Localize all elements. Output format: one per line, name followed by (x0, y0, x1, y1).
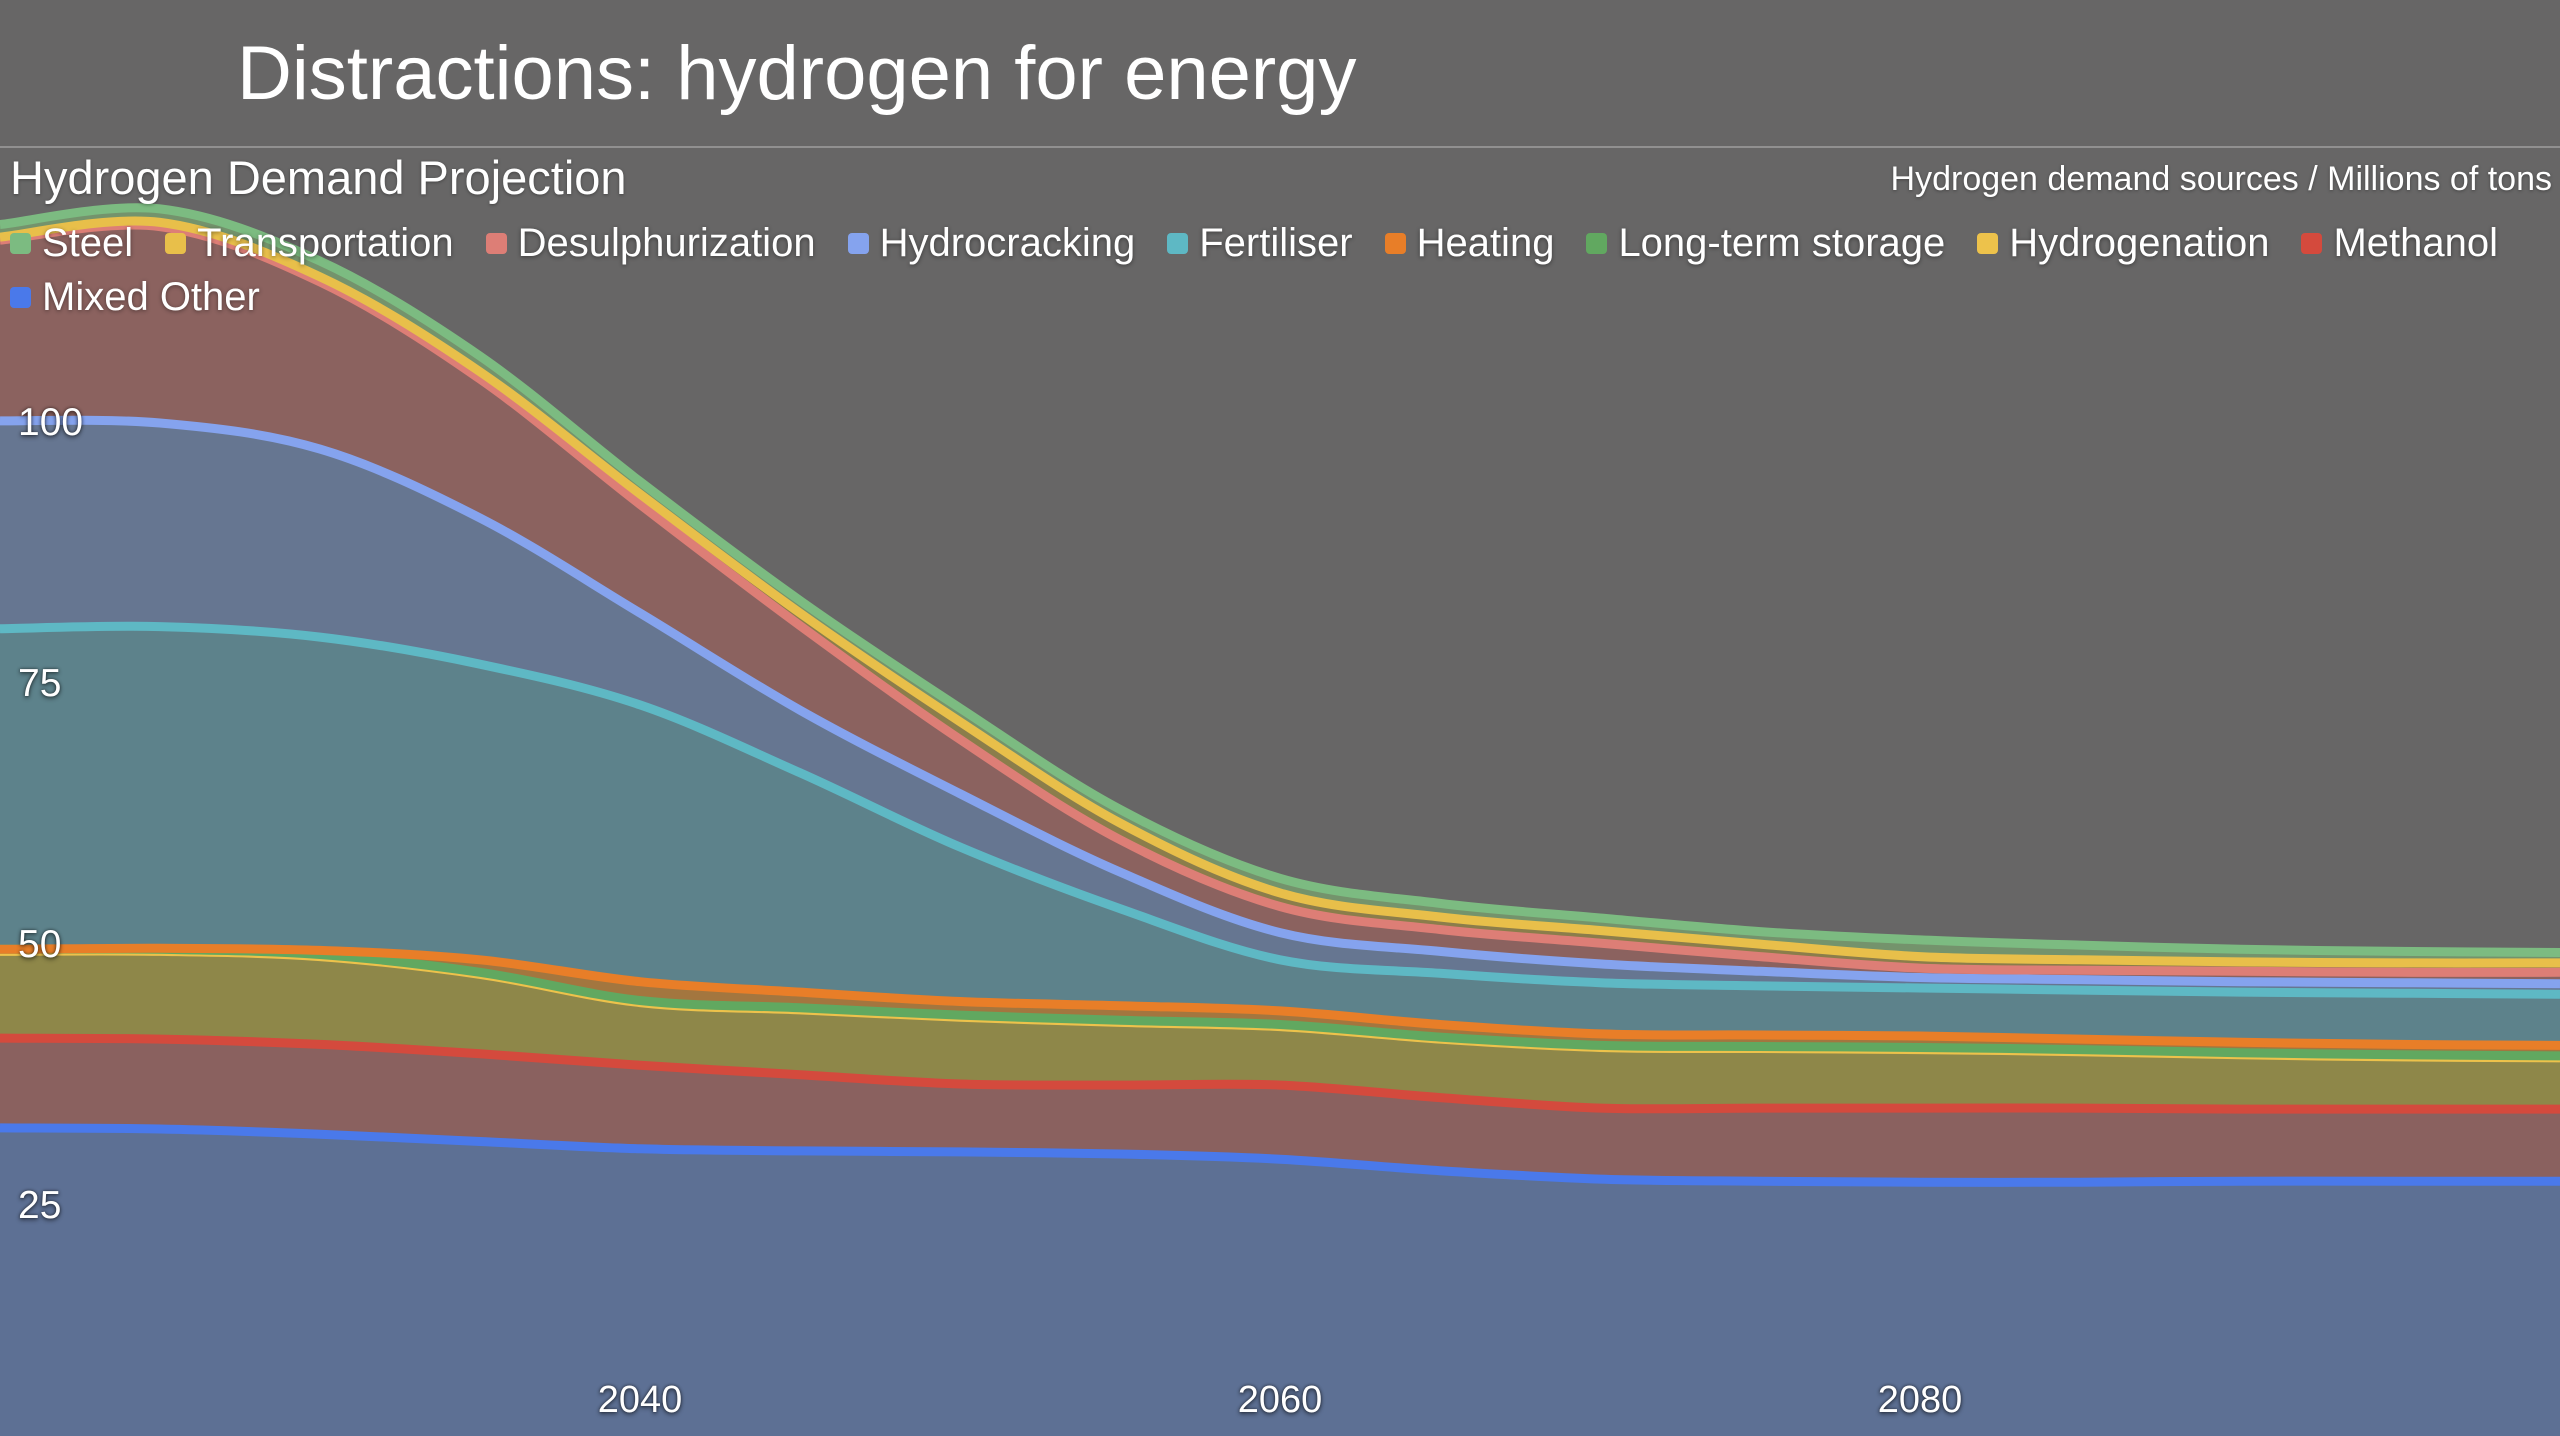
legend-swatch-icon (10, 232, 31, 254)
line-steel (0, 203, 2560, 957)
x-axis-tick-2060: 2060 (1237, 1379, 1323, 1421)
x-axis-tick-2080: 2080 (1877, 1379, 1963, 1421)
legend-swatch-icon (1167, 232, 1189, 254)
legend-item-label: Mixed Other (42, 275, 260, 319)
legend-item-label: Desulphurization (517, 221, 816, 265)
legend-item-hydrocracking[interactable]: Hydrocracking (847, 218, 1136, 268)
legend-swatch-icon (2301, 232, 2323, 254)
legend-item-long-term-storage[interactable]: Long-term storage (1586, 218, 1945, 268)
legend-item-label: Long-term storage (1618, 221, 1946, 265)
legend-item-transportation[interactable]: Transportation (165, 218, 454, 268)
legend-item-mixed-other[interactable]: Mixed Other (10, 272, 260, 322)
legend-swatch-icon (485, 232, 507, 254)
legend-swatch-icon (1977, 232, 1999, 254)
legend-item-label: Hydrogenation (2009, 221, 2270, 265)
header-divider (0, 146, 2560, 148)
y-axis-tick-100: 100 (18, 400, 84, 444)
legend-swatch-icon (1384, 232, 1406, 254)
line-desulphurization (0, 220, 2560, 977)
line-hydrocracking (0, 415, 2560, 989)
line-mixed-other (0, 1123, 2560, 1187)
legend-item-heating[interactable]: Heating (1384, 218, 1555, 268)
line-long-term-storage (0, 944, 2560, 1061)
x-axis-tick-2040: 2040 (597, 1379, 683, 1421)
line-methanol (0, 1033, 2560, 1114)
legend-item-label: Transportation (197, 221, 454, 265)
legend-swatch-icon (1586, 232, 1608, 254)
legend-item-hydrogenation[interactable]: Hydrogenation (1977, 218, 2269, 268)
legend-item-methanol[interactable]: Methanol (2301, 218, 2498, 268)
legend-item-label: Methanol (2333, 221, 2499, 265)
y-axis-tick-50: 50 (18, 923, 62, 967)
legend-item-label: Steel (42, 221, 134, 265)
slide-title: Distractions: hydrogen for energy (237, 31, 1357, 116)
legend-item-label: Heating (1416, 221, 1555, 265)
legend-item-label: Fertiliser (1199, 221, 1353, 265)
chart-units-label: Hydrogen demand sources / Millions of to… (1890, 160, 2552, 198)
legend-item-fertiliser[interactable]: Fertiliser (1167, 218, 1353, 268)
line-heating (0, 943, 2560, 1050)
area-mixed-other (0, 1127, 2560, 1436)
chart-title: Hydrogen Demand Projection (10, 151, 627, 204)
y-axis-tick-75: 75 (18, 662, 62, 706)
legend-item-desulphurization[interactable]: Desulphurization (485, 218, 816, 268)
line-transportation (0, 216, 2560, 968)
legend-item-steel[interactable]: Steel (10, 218, 133, 268)
legend-item-label: Hydrocracking (879, 221, 1136, 265)
line-fertiliser (0, 621, 2560, 999)
legend-swatch-icon (847, 232, 869, 254)
y-axis-tick-25: 25 (18, 1184, 62, 1228)
legend-swatch-icon (165, 232, 187, 254)
legend-swatch-icon (10, 286, 31, 308)
chart-legend: Steel Transportation Desulphurization Hydro… (10, 218, 2555, 322)
